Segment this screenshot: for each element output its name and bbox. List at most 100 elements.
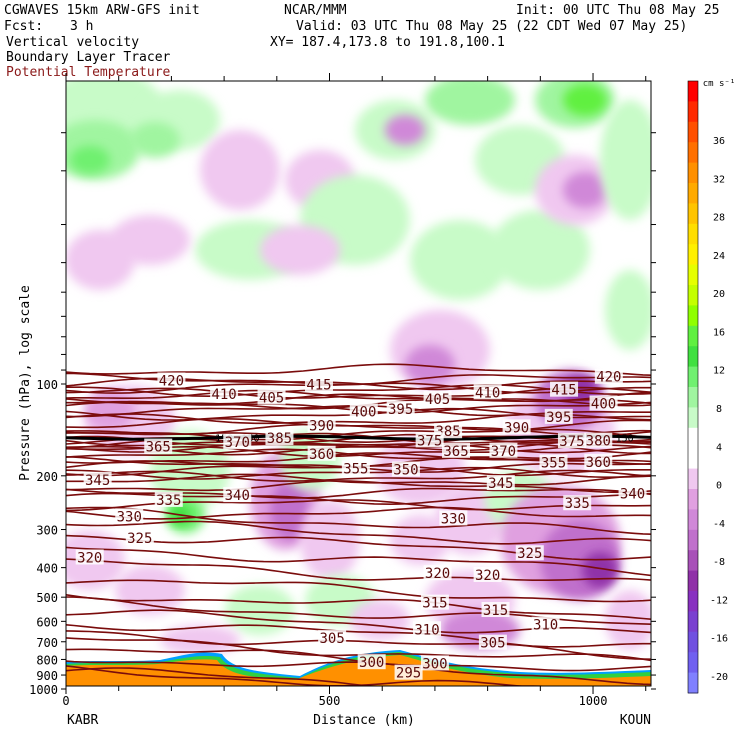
colorbar-swatch [688, 223, 698, 245]
theta-contour-line [66, 363, 651, 376]
velocity-blob [605, 590, 651, 650]
colorbar-label: 28 [713, 213, 725, 224]
theta-contour-label: 305 [320, 631, 345, 647]
colorbar-swatch [688, 468, 698, 490]
colorbar-swatch [688, 285, 698, 306]
theta-contour-label: 395 [546, 410, 571, 426]
colorbar-swatch [688, 448, 698, 470]
contour-label-bg [386, 400, 415, 416]
contour-label-bg [584, 432, 613, 448]
theta-contour-line [66, 546, 651, 577]
colorbar-swatch [688, 162, 698, 184]
colorbar-swatch [688, 570, 698, 592]
contour-label-bg [589, 395, 618, 411]
colorbar-swatch [688, 509, 698, 531]
contour-label-bg [223, 487, 252, 503]
theta-contour-label: 400 [591, 396, 616, 412]
theta-contour-label: 390 [504, 420, 529, 436]
theta-contour-label: 340 [225, 488, 250, 504]
colorbar-swatch [688, 591, 698, 612]
velocity-blob [225, 585, 295, 635]
theta-contour-label: 370 [491, 444, 516, 460]
forecast-hour: 3 h [70, 19, 94, 34]
theta-contour-label: 395 [388, 402, 413, 418]
contour-label-bg [307, 417, 336, 433]
forecast-label: Fcst: [4, 19, 44, 34]
colorbar: 36 32 28 24 20 16 12 8 4 0 -4 -8 -12 -16 -20 cm s⁻¹ [687, 79, 735, 694]
contour-label-bg [420, 655, 449, 671]
colorbar-swatch [688, 203, 698, 225]
colorbar-label: 0 [716, 481, 722, 492]
theta-contour-label: 345 [85, 473, 110, 489]
field-boundary-layer-tracer: Boundary Layer Tracer [6, 50, 171, 65]
colorbar-swatch [688, 631, 698, 653]
theta-contour-label: 355 [343, 462, 368, 478]
contour-label-bg [489, 442, 518, 458]
contour-label-bg [439, 510, 468, 526]
valid-time: Valid: 03 UTC Thu 08 May 25 (22 CDT Wed … [296, 19, 688, 34]
theta-contour-label: 310 [414, 622, 439, 638]
velocity-blob [600, 100, 651, 220]
theta-contour-label: 355 [541, 456, 566, 472]
theta-contour-label: 330 [117, 509, 142, 525]
x-tick-label: 500 [319, 694, 341, 708]
theta-contour-label: 320 [425, 566, 450, 582]
velocity-blob [66, 230, 135, 290]
colorbar-swatch [688, 325, 698, 347]
theta-contour-line [66, 630, 651, 660]
velocity-blob [200, 130, 280, 210]
theta-contour-label: 300 [422, 656, 447, 672]
velocity-blob [85, 390, 135, 430]
velocity-blob [405, 345, 455, 385]
theta-contour-label: 360 [309, 447, 334, 463]
colorbar-swatch [688, 672, 698, 694]
contour-label-bg [223, 434, 252, 450]
velocity-blob [130, 122, 180, 158]
velocity-blob [160, 625, 240, 655]
cross-section-endpoints: XY= 187.4,173.8 to 191.8,100.1 [270, 35, 505, 50]
contour-label-bg [341, 460, 370, 476]
theta-contour-label: 325 [127, 531, 152, 547]
theta-contour-label: 335 [565, 496, 590, 512]
velocity-blob [563, 172, 607, 208]
theta-contour-label: 410 [211, 387, 236, 403]
y-tick-label: 100 [36, 378, 58, 392]
contour-label-bg [539, 454, 568, 470]
contour-label-bg [473, 566, 502, 582]
contour-label-bg [210, 386, 239, 402]
colorbar-swatch [688, 264, 698, 286]
y-tick-label: 400 [36, 562, 58, 576]
theta-contour-label: 325 [517, 546, 542, 562]
contour-label-bg [415, 432, 444, 448]
colorbar-swatch [688, 366, 698, 388]
velocity-blob [270, 480, 310, 540]
velocity-blob [410, 220, 510, 300]
theta-contour-label: 405 [259, 391, 284, 407]
field-potential-temperature: Potential Temperature [6, 65, 171, 80]
theta-contour-line [66, 665, 529, 686]
theta-contour-label: 315 [483, 603, 508, 619]
colorbar-swatch [688, 427, 698, 449]
left-endpoint-label: KABR [67, 713, 98, 728]
theta-contour-label: 300 [359, 655, 384, 671]
theta-contour-label: 330 [441, 511, 466, 527]
tropopause-label: 150 [616, 434, 634, 445]
colorbar-swatch [688, 183, 698, 204]
contour-label-bg [481, 602, 510, 618]
theta-contour-label: 310 [533, 618, 558, 634]
colorbar-label: 20 [713, 289, 725, 300]
theta-contour-label: 420 [159, 373, 184, 389]
colorbar-label: 8 [716, 404, 722, 415]
contour-label-bg [502, 419, 531, 435]
theta-contour-label: 365 [146, 440, 171, 456]
theta-contour-label: 405 [425, 392, 450, 408]
contour-label-bg [618, 485, 647, 501]
theta-contour-line [66, 428, 651, 441]
velocity-blob [70, 146, 110, 174]
y-tick-label: 1000 [29, 683, 58, 697]
contour-label-bg [304, 376, 333, 392]
colorbar-label: -8 [713, 557, 725, 568]
velocity-blob [385, 115, 425, 145]
right-endpoint-label: KOUN [620, 713, 651, 728]
